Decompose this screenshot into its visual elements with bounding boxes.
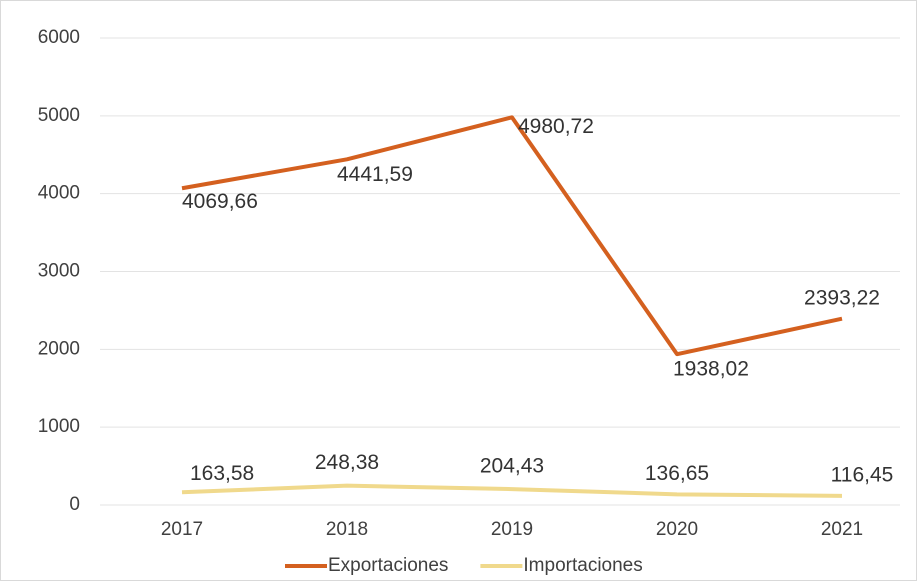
legend-label: Importaciones xyxy=(523,555,642,576)
data-label: 248,38 xyxy=(315,451,379,474)
data-label: 163,58 xyxy=(190,462,254,485)
data-label: 204,43 xyxy=(480,455,544,478)
x-tick-label: 2019 xyxy=(491,519,533,540)
data-label: 136,65 xyxy=(645,462,709,485)
data-label: 4441,59 xyxy=(337,163,413,186)
series-line xyxy=(181,115,843,357)
y-tick-label: 4000 xyxy=(38,183,80,204)
y-tick-label: 3000 xyxy=(38,261,80,282)
y-tick-label: 6000 xyxy=(38,27,80,48)
x-tick-label: 2020 xyxy=(656,519,698,540)
data-label: 2393,22 xyxy=(804,286,880,309)
x-tick-label: 2017 xyxy=(161,519,203,540)
y-tick-label: 0 xyxy=(69,494,80,515)
y-tick-label: 1000 xyxy=(38,416,80,437)
data-label: 4980,72 xyxy=(518,115,594,138)
x-tick-label: 2018 xyxy=(326,519,368,540)
y-tick-label: 2000 xyxy=(38,338,80,359)
series-line xyxy=(181,483,843,498)
y-tick-label: 5000 xyxy=(38,105,80,126)
data-label: 116,45 xyxy=(831,463,894,486)
data-label: 4069,66 xyxy=(182,190,258,213)
legend-label: Exportaciones xyxy=(328,555,448,576)
x-tick-label: 2021 xyxy=(821,519,863,540)
data-label: 1938,02 xyxy=(673,358,749,381)
